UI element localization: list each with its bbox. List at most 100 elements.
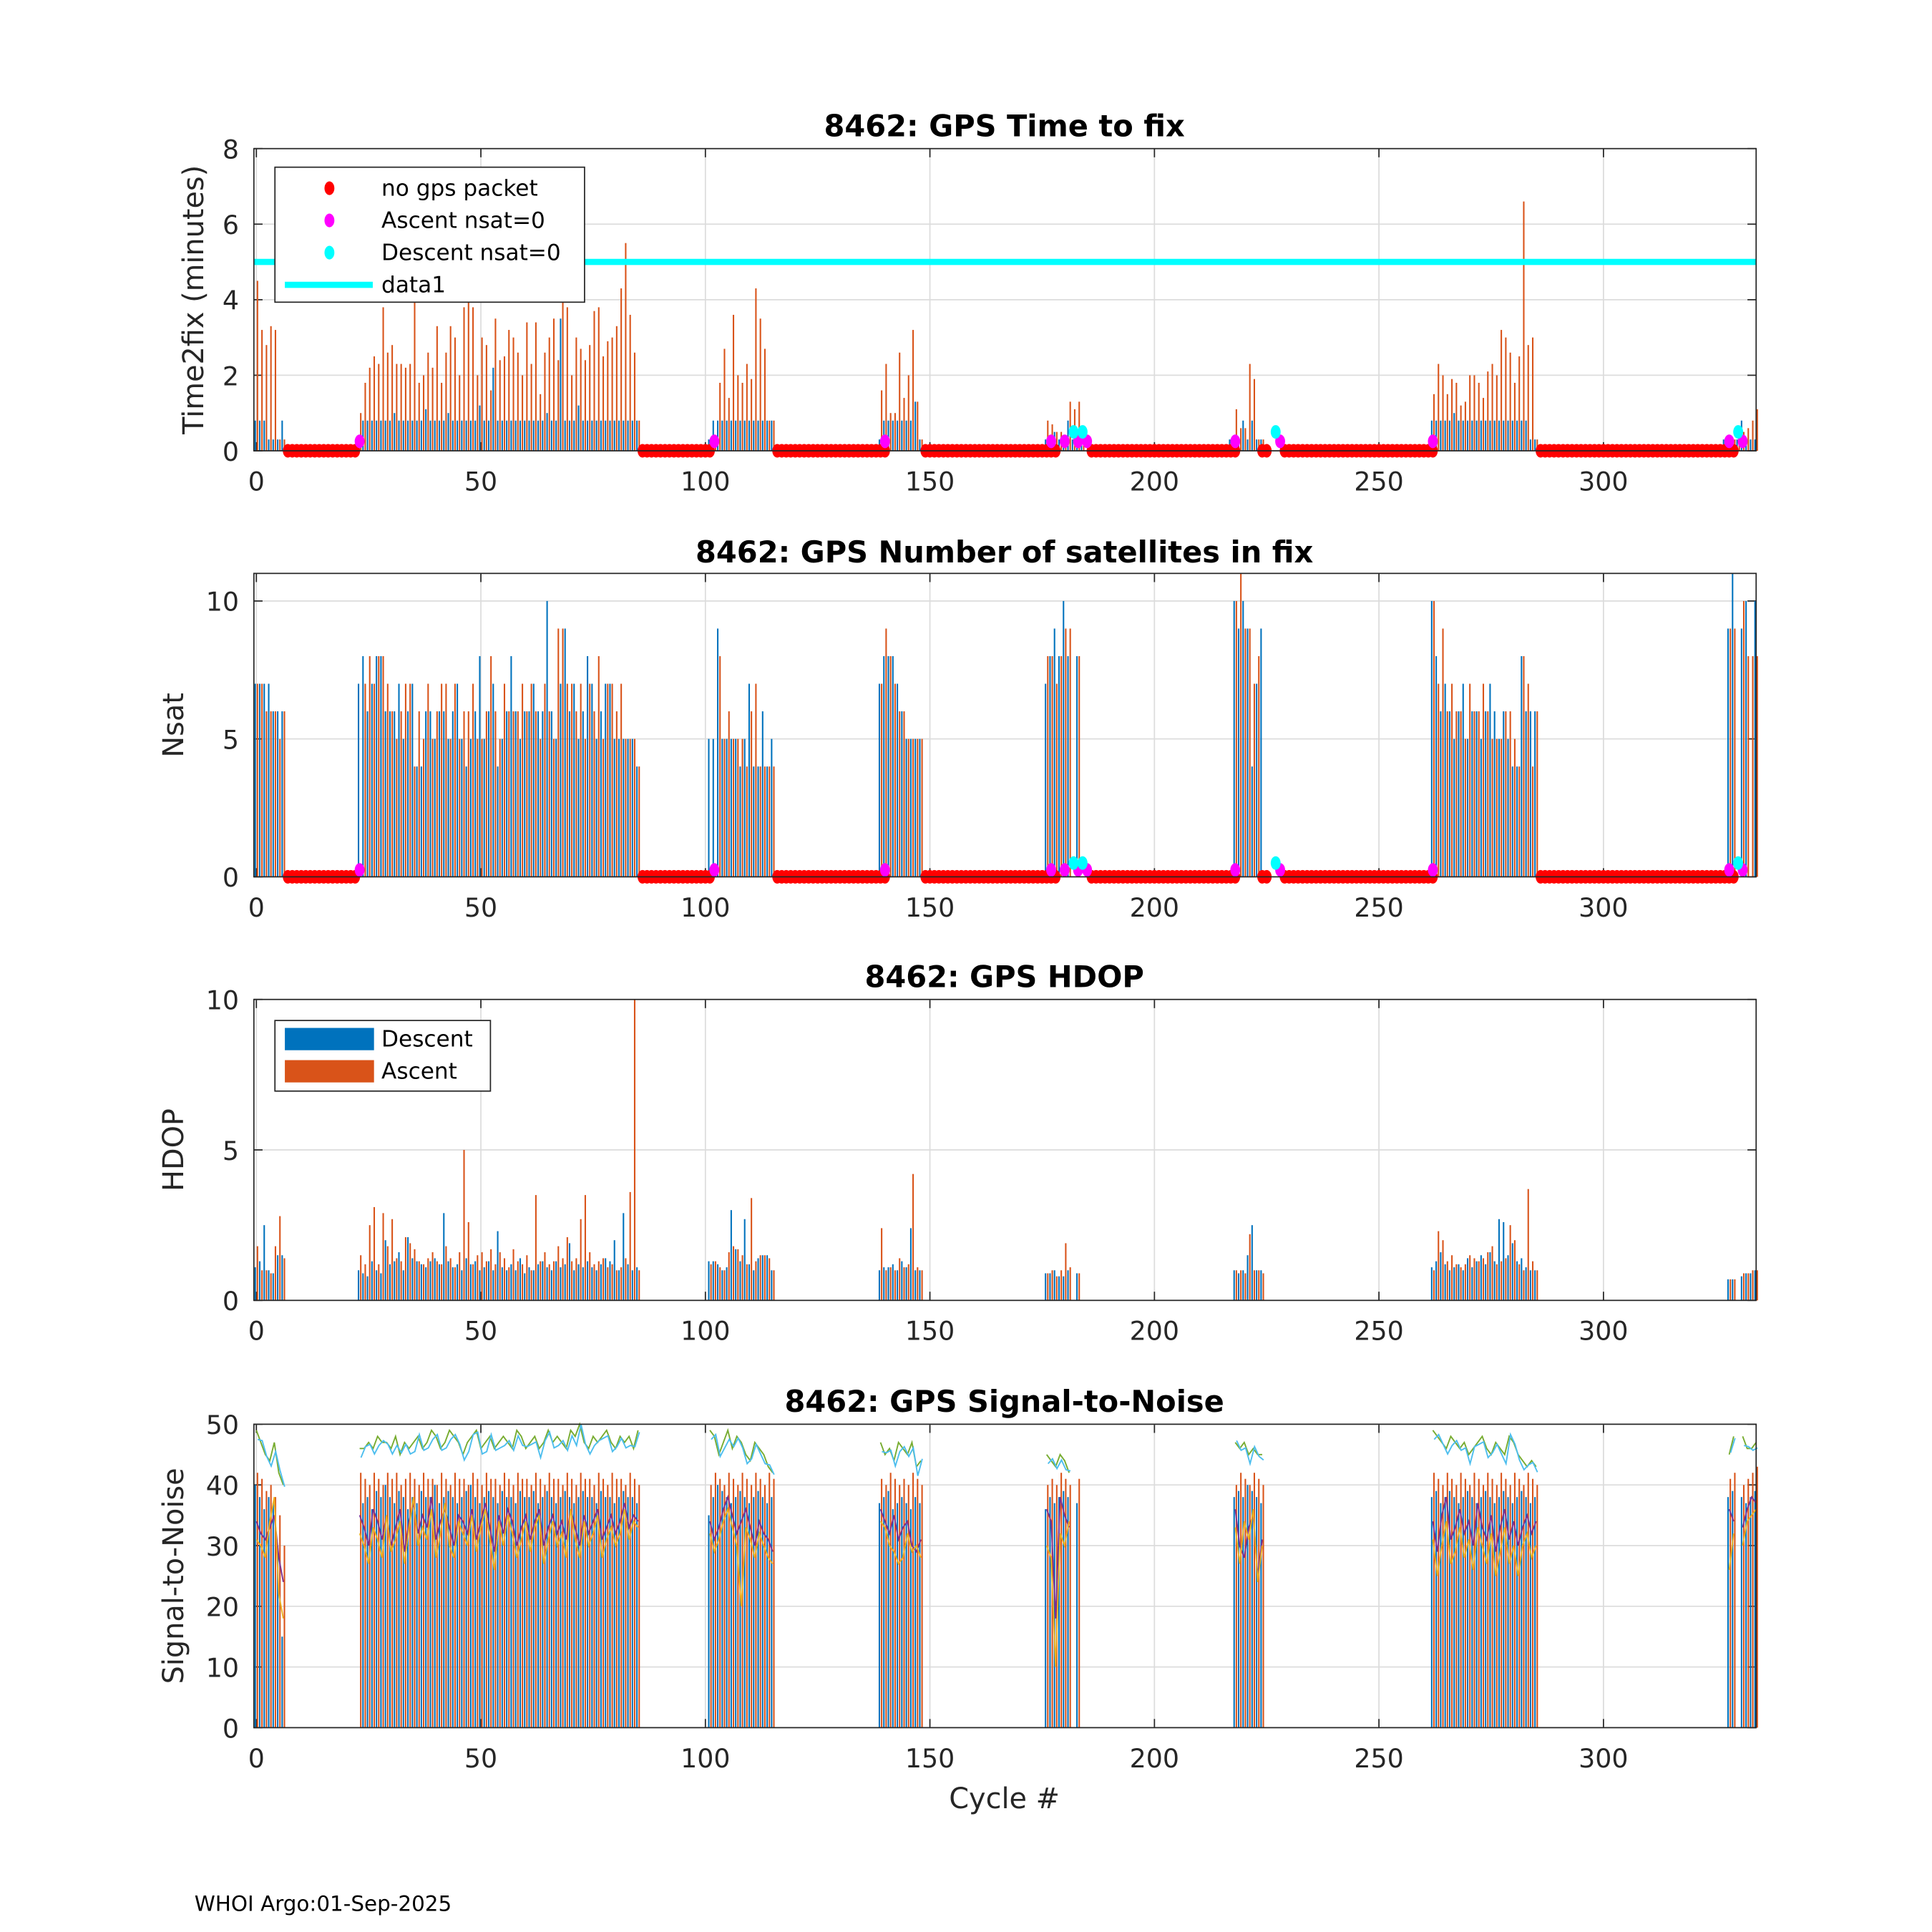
ascent-bar (741, 1255, 743, 1301)
ascent-bar (894, 1478, 896, 1728)
ascent-bar (477, 1255, 479, 1301)
ascent-bar (404, 683, 406, 877)
ascent-bar (490, 1478, 492, 1728)
ascent-bar (274, 330, 276, 451)
ascent-bar (881, 1478, 883, 1728)
ascent-bar (467, 1485, 469, 1728)
descent-bar (380, 420, 382, 451)
descent-bar (447, 413, 449, 451)
descent-bar (402, 420, 404, 451)
descent-bar (277, 711, 279, 877)
ascent-bar (885, 364, 887, 451)
ascent-bar (454, 337, 456, 451)
descent-bar (587, 1261, 589, 1301)
descent-bar (708, 738, 710, 877)
descent-bar (469, 1264, 472, 1301)
descent-bar (1467, 1258, 1469, 1301)
descent-bar (1053, 1503, 1055, 1728)
ascent-bar (445, 352, 447, 451)
descent-bar (376, 1270, 378, 1301)
ascent-bar (508, 711, 510, 877)
descent-bar (420, 1264, 422, 1301)
ascent-bar (1235, 600, 1237, 877)
ascent-bar (1729, 1478, 1732, 1728)
ascent-bar (1496, 1485, 1498, 1728)
ascent-bar (1756, 1466, 1758, 1728)
descent-bar (1453, 738, 1455, 877)
ascent-bar (562, 1485, 564, 1728)
descent-bar (743, 420, 746, 451)
ascent-bar (593, 311, 595, 451)
ascent-bar (431, 367, 434, 451)
descent-bar (519, 738, 521, 877)
ascent-bar (885, 1270, 887, 1301)
descent-bar (1498, 1219, 1501, 1301)
ascent-bar (449, 326, 452, 451)
ascent-bar (540, 394, 542, 451)
ascent-bar (589, 1252, 591, 1301)
snr-max2-line (882, 1445, 923, 1476)
ascent-bar (575, 711, 577, 877)
ascent-bar (769, 420, 771, 451)
descent-bar (730, 738, 732, 877)
ascent-bar (584, 1195, 586, 1301)
ascent-bar (1536, 1485, 1538, 1728)
ascent-bar (557, 1478, 560, 1728)
descent-bar (1067, 655, 1069, 877)
ascent-bar (418, 711, 420, 877)
ascent-bar (907, 1485, 909, 1728)
descent-bar (537, 1264, 540, 1301)
descent-bar (407, 1509, 409, 1728)
descent-bar (631, 738, 633, 877)
descent-bar (542, 420, 544, 451)
ascent-bar (889, 1267, 892, 1301)
ascent-bar (283, 1258, 286, 1301)
ascent-bar (557, 1246, 560, 1301)
ascent-bar (1060, 1473, 1063, 1728)
descent-bar (425, 711, 427, 877)
descent-bar (1471, 1497, 1473, 1728)
descent-bar (528, 420, 530, 451)
ascent-bar (1527, 345, 1529, 451)
ascent-bar (256, 1473, 258, 1728)
descent-bar (883, 1267, 885, 1301)
descent-bar (909, 738, 912, 877)
ascent-bar (449, 1258, 452, 1301)
y-tick-label: 0 (223, 1713, 239, 1744)
snr-max-line (1742, 1436, 1757, 1450)
ascent-bar (1249, 1234, 1251, 1301)
ascent-bar (907, 375, 909, 451)
descent-bar (254, 683, 256, 877)
ascent-bar (382, 1485, 384, 1728)
descent-bar (487, 1491, 490, 1728)
ascent-bar (1742, 1273, 1745, 1301)
ascent-bar (597, 1261, 600, 1301)
descent-bar (560, 1497, 562, 1728)
descent-bar (717, 628, 719, 877)
descent-bar (555, 420, 557, 451)
descent-bar (277, 1255, 279, 1301)
descent-bar (268, 683, 270, 877)
descent-bar (909, 1228, 912, 1301)
descent-bar (636, 1267, 638, 1301)
descent-bar (366, 420, 369, 451)
ascent-bar (1747, 655, 1750, 877)
descent-bar (1237, 1273, 1240, 1301)
ascent-bar (1523, 655, 1525, 877)
ascent-bar (921, 1485, 923, 1728)
ascent-nsat0-marker (1230, 434, 1241, 449)
ascent-bar (881, 1228, 883, 1301)
descent-bar (366, 711, 369, 877)
descent-bar (1251, 420, 1253, 451)
descent-bar (532, 1270, 535, 1301)
descent-bar (384, 711, 386, 877)
descent-bar (568, 1243, 571, 1301)
ascent-bar (544, 1252, 546, 1301)
ascent-bar (1734, 1473, 1736, 1728)
descent-bar (1507, 1255, 1509, 1301)
descent-bar (281, 711, 283, 877)
y-tick-label: 0 (223, 436, 239, 467)
ascent-bar (503, 356, 506, 451)
descent-bar (1754, 600, 1756, 877)
ascent-bar (382, 655, 384, 877)
